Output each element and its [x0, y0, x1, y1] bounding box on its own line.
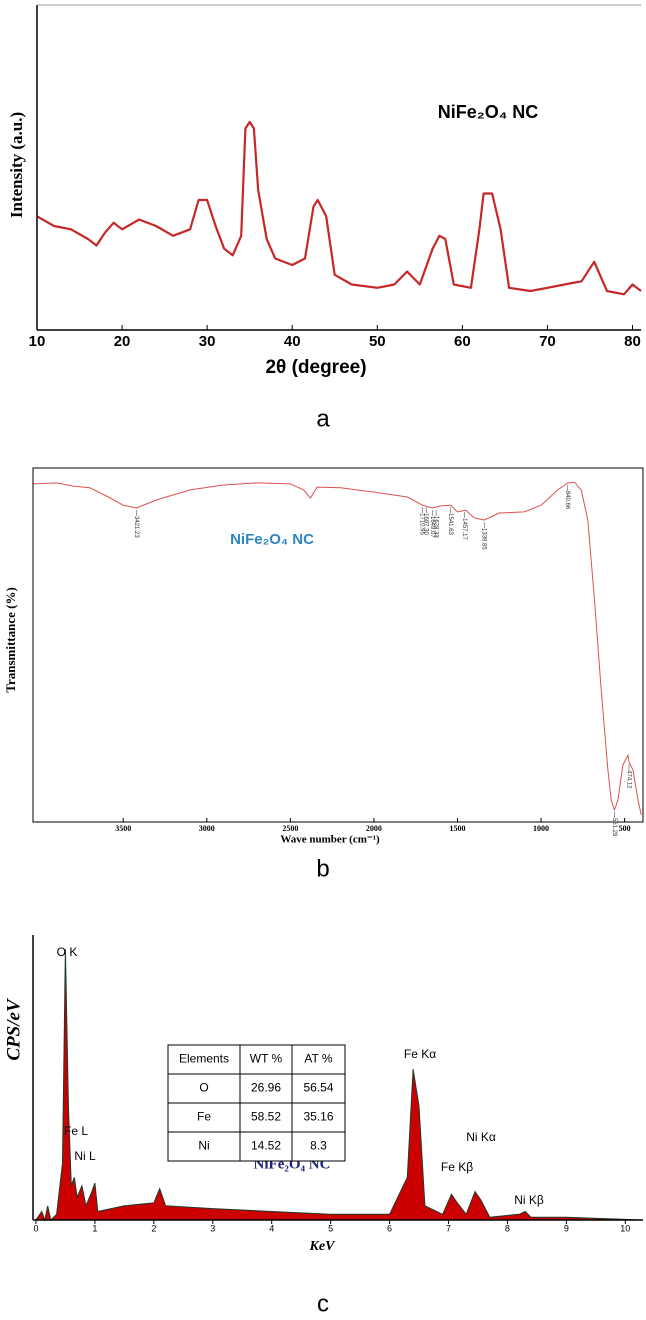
- x-tick-label: 80: [624, 333, 641, 350]
- table-cell: 58.52: [251, 1110, 281, 1124]
- x-axis-label: Wave number (cm⁻¹): [280, 834, 380, 846]
- x-tick-label: 7: [446, 1223, 451, 1233]
- peak-label: Fe L: [64, 1124, 88, 1138]
- x-tick-label: 9: [564, 1223, 569, 1233]
- x-tick-label: 6: [387, 1223, 392, 1233]
- peak-label: 1649.07: [429, 516, 435, 538]
- table-cell: 14.52: [251, 1139, 281, 1153]
- peak-label: 1687.30: [423, 513, 429, 535]
- x-tick-label: 2: [151, 1223, 156, 1233]
- table-cell: 56.54: [303, 1081, 333, 1095]
- x-axis-label: KeV: [309, 1239, 337, 1254]
- peak-label: 561.29: [611, 818, 617, 837]
- peak-label: 1710.95: [419, 513, 425, 535]
- x-tick-label: 3500: [115, 824, 131, 833]
- x-tick-label: 3000: [199, 824, 215, 833]
- x-tick-label: 0: [33, 1223, 38, 1233]
- spectrum-area: [34, 949, 644, 1222]
- peak-label: Ni L: [74, 1149, 96, 1163]
- x-tick-label: 10: [29, 333, 46, 350]
- peak-label: Fe Kα: [404, 1047, 436, 1061]
- x-tick-label: 10: [620, 1223, 630, 1233]
- peak-label: 474.12: [625, 770, 631, 789]
- x-tick-label: 60: [454, 333, 471, 350]
- table-cell: AT %: [304, 1052, 333, 1066]
- x-tick-label: 3: [210, 1223, 215, 1233]
- peak-label: 3421.23: [133, 516, 139, 538]
- x-axis-label: 2θ (degree): [265, 357, 366, 378]
- annotation: NiFe₂O₄ NC: [438, 102, 539, 122]
- table-cell: 35.16: [303, 1110, 333, 1124]
- panel-caption: c: [317, 1290, 329, 1317]
- x-tick-label: 2500: [282, 824, 298, 833]
- peak-label: O K: [57, 945, 78, 959]
- x-tick-label: 20: [114, 333, 131, 350]
- peak-label: 1541.63: [447, 513, 453, 535]
- plot-frame: [32, 467, 644, 823]
- peak-label: 1628.33: [432, 516, 438, 538]
- table-cell: WT %: [250, 1052, 283, 1066]
- annotation: NiFe₂O₄ NC: [230, 531, 314, 548]
- x-tick-label: 40: [284, 333, 301, 350]
- table-cell: Elements: [179, 1052, 229, 1066]
- panel-caption: a: [316, 405, 330, 432]
- table-cell: 26.96: [251, 1081, 281, 1095]
- panel-caption: b: [316, 855, 329, 882]
- peak-label: Fe Kβ: [441, 1160, 473, 1174]
- peak-label: Ni Kα: [466, 1130, 496, 1144]
- x-tick-label: 4: [269, 1223, 274, 1233]
- peak-label: 1457.17: [461, 518, 467, 540]
- element-table: Elements WT % AT % O 26.96 56.54 Fe 58.52 35.16 N…: [167, 1044, 346, 1162]
- x-tick-label: 50: [369, 333, 386, 350]
- x-tick-label: 1500: [449, 824, 465, 833]
- data-line: [32, 481, 642, 816]
- peak-label: 840.66: [564, 491, 570, 510]
- table-cell: O: [199, 1081, 208, 1095]
- table-cell: Fe: [197, 1110, 211, 1124]
- x-tick-label: 30: [199, 333, 216, 350]
- y-axis-label: CPS/eV: [3, 998, 24, 1061]
- peak-label: 1339.85: [481, 528, 487, 550]
- x-tick-label: 70: [539, 333, 556, 350]
- peak-label: Ni Kβ: [514, 1193, 544, 1207]
- x-tick-label: 1: [92, 1223, 97, 1233]
- table-cell: 8.3: [310, 1139, 327, 1153]
- x-tick-label: 5: [328, 1223, 333, 1233]
- x-tick-label: 500: [619, 824, 631, 833]
- x-tick-label: 8: [505, 1223, 510, 1233]
- x-tick-label: 2000: [366, 824, 382, 833]
- table-cell: Ni: [198, 1139, 209, 1153]
- data-line: [36, 120, 642, 296]
- y-axis-label: Transmittance (%): [3, 587, 18, 693]
- x-tick-label: 1000: [533, 824, 549, 833]
- y-axis-label: Intensity (a.u.): [7, 112, 26, 218]
